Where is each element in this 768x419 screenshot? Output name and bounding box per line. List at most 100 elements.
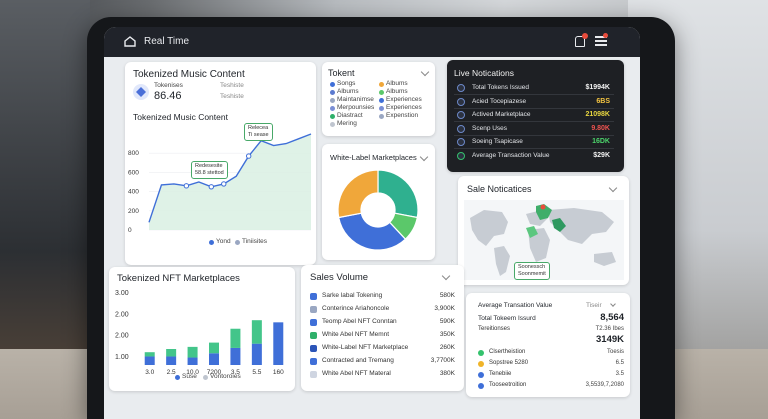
transaction-row-icon <box>478 383 484 390</box>
sales-chevron-icon[interactable] <box>441 271 451 281</box>
donut-slice[interactable] <box>337 169 379 219</box>
map-tooltip-2-text: Soonmemit <box>518 271 546 277</box>
nft-bar-vontoroies[interactable] <box>166 349 177 357</box>
music-data-point[interactable] <box>221 181 227 187</box>
live-notifications-card: Live Notications Total Tokens Issued $199… <box>447 60 624 172</box>
token-dropdown-chevron-icon[interactable] <box>420 67 430 77</box>
sales-row[interactable]: Sarke labal Tokening 580K <box>310 291 455 303</box>
music-chart-tooltip-2: Redesesite 58.8 stettod <box>191 161 228 179</box>
top-bar: Real Time <box>104 27 640 57</box>
live-separator <box>454 94 614 95</box>
nft-bar-vontoroies[interactable] <box>209 342 219 354</box>
token-legend-dot <box>330 122 335 127</box>
nft-bar-suse[interactable] <box>187 357 198 365</box>
live-notification-row[interactable]: Actived Marketplace 21098K <box>454 109 614 121</box>
music-stat-label-2: Teshiste <box>220 82 244 89</box>
sale-card-title: Sale Noticatices <box>467 184 532 194</box>
notification-value: 16DK <box>592 138 610 145</box>
notification-bell-icon[interactable] <box>575 36 585 47</box>
sales-row-icon <box>310 332 317 339</box>
live-notification-row[interactable]: Acied Tocepiazese 6BS <box>454 96 614 108</box>
sales-row-value: 350K <box>439 331 455 338</box>
sales-row-label: Sarke labal Tokening <box>322 292 383 299</box>
tooltip-1-line-2: Ti sease <box>248 132 269 138</box>
nft-legend-1: Suse <box>182 373 197 380</box>
home-icon[interactable] <box>124 36 136 47</box>
nft-y-tick: 2.00 <box>115 333 129 340</box>
sales-row[interactable]: White Abel NFT Materal 380K <box>310 369 455 381</box>
white-label-chevron-icon[interactable] <box>419 152 429 162</box>
notification-value: 9.80K <box>591 124 610 132</box>
live-notification-row[interactable]: Total Tokens Issued $1994K <box>454 82 614 94</box>
notification-badge <box>582 33 588 39</box>
sale-chevron-icon[interactable] <box>608 183 618 193</box>
token-item-left: Diastract <box>337 112 363 119</box>
menu-icon[interactable] <box>595 36 607 46</box>
avg-card-title: Average Transation Value <box>478 302 553 309</box>
token-item-left: Songs <box>337 80 356 87</box>
donut-slice[interactable] <box>338 212 407 251</box>
transaction-row-label: Clsertheistion <box>489 348 526 355</box>
nft-bar-suse[interactable] <box>144 356 155 365</box>
transaction-row-icon <box>478 349 484 356</box>
live-notification-row[interactable]: Scenp Uses 9.80K <box>454 123 614 135</box>
music-data-point[interactable] <box>208 184 215 190</box>
token-item-left: Merpounsies <box>337 104 375 111</box>
transaction-row-value: 3,5539,7,2080 <box>585 382 624 389</box>
transaction-row-label: Tooseetroition <box>489 382 527 389</box>
sales-row-icon <box>310 306 317 313</box>
map-tooltip-1-text: Soonessch <box>518 264 546 270</box>
live-separator <box>454 134 614 136</box>
nft-bar-vontoroies[interactable] <box>230 328 241 348</box>
avg-select-value[interactable]: Tiseir <box>586 302 602 309</box>
live-notification-row[interactable]: Average Transaction Value $29K <box>454 150 614 162</box>
sales-row[interactable]: White-Label NFT Marketplace 260K <box>310 343 455 355</box>
transaction-row-label: Sopstree 5280 <box>489 359 529 366</box>
live-notification-row[interactable]: Soeing Tsapicase 16DK <box>454 136 614 148</box>
nft-card-title: Tokenized NFT Marketplaces <box>117 273 240 284</box>
token-legend-dot <box>379 114 384 119</box>
sales-row-icon <box>310 371 317 378</box>
nft-bar-vontoroies[interactable] <box>144 352 155 357</box>
transaction-row-value: Toesis <box>606 348 624 355</box>
nft-legend-2: Vontoroies <box>210 373 241 380</box>
nft-x-tick: 5.5 <box>252 369 261 376</box>
notification-value: $29K <box>593 151 610 159</box>
tooltip-2-line-2: 58.8 stettod <box>195 170 224 176</box>
token-legend-dot <box>330 106 335 111</box>
token-legend-dot <box>330 98 335 103</box>
donut-slice[interactable] <box>377 169 419 219</box>
nft-bar-vontoroies[interactable] <box>251 320 262 344</box>
music-card-title: Tokenized Music Content <box>133 69 245 80</box>
music-legend-dot-2 <box>235 240 240 245</box>
map-tooltip-1: Soonessch Soonmemit <box>514 262 550 280</box>
sales-row[interactable]: White Abel NFT Memnt 350K <box>310 330 455 342</box>
nft-bar-suse[interactable] <box>273 322 284 365</box>
sales-row[interactable]: Contracted and Tremang 3,7700K <box>310 356 455 368</box>
music-y-tick: 0 <box>128 227 132 234</box>
nft-bar-suse[interactable] <box>166 356 177 365</box>
live-separator <box>454 148 614 149</box>
notification-icon <box>457 138 465 146</box>
menu-badge <box>603 33 608 38</box>
nft-bar-suse[interactable] <box>230 347 241 365</box>
sales-row-label: White Abel NFT Materal <box>322 370 391 377</box>
avg-select-chevron-icon[interactable] <box>610 301 616 307</box>
nft-bar-suse[interactable] <box>209 353 219 365</box>
token-item-left: Maintanimse <box>337 96 374 103</box>
notification-label: Acied Tocepiazese <box>472 97 527 105</box>
notification-icon <box>457 111 465 119</box>
notification-icon <box>457 97 465 106</box>
sales-row-label: White Abel NFT Memnt <box>322 331 390 338</box>
music-stat-label-3: Teshiste <box>220 93 244 100</box>
sales-row[interactable]: Conterince Ariahoncole 3,900K <box>310 304 455 316</box>
sales-row[interactable]: Teomp Abel NFT Conntan 590K <box>310 317 455 329</box>
music-y-tick: 200 <box>128 208 139 215</box>
nft-bar-vontoroies[interactable] <box>187 346 198 358</box>
nft-bar-suse[interactable] <box>251 343 262 365</box>
music-data-point[interactable] <box>183 183 190 189</box>
avg-transaction-card: Average Transation Value Tiseir Total To… <box>466 293 630 397</box>
transaction-row: 3149K <box>478 334 624 347</box>
music-data-point[interactable] <box>245 153 252 159</box>
tooltip-2-line-1: Redesesite <box>195 163 223 169</box>
